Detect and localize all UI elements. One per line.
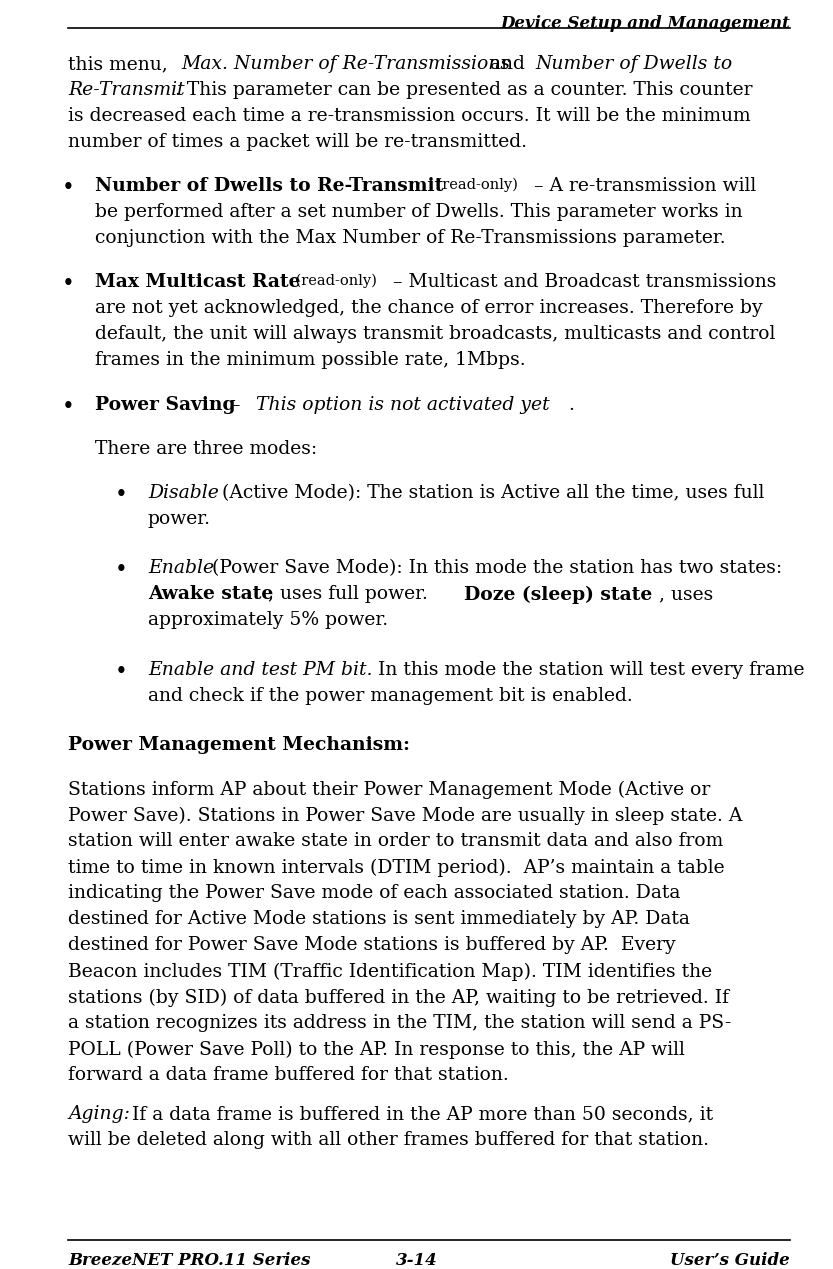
Text: There are three modes:: There are three modes:: [95, 440, 317, 458]
Text: be performed after a set number of Dwells. This parameter works in: be performed after a set number of Dwell…: [95, 203, 743, 221]
Text: BreezeNET PRO.11 Series: BreezeNET PRO.11 Series: [68, 1253, 311, 1269]
Text: number of times a packet will be re-transmitted.: number of times a packet will be re-tran…: [68, 133, 527, 151]
Text: 3-14: 3-14: [396, 1253, 437, 1269]
Text: frames in the minimum possible rate, 1Mbps.: frames in the minimum possible rate, 1Mb…: [95, 352, 526, 369]
Text: are not yet acknowledged, the chance of error increases. Therefore by: are not yet acknowledged, the chance of …: [95, 299, 763, 317]
Text: Enable and test PM bit.: Enable and test PM bit.: [148, 661, 372, 679]
Text: Max Multicast Rate: Max Multicast Rate: [95, 273, 301, 292]
Text: power.: power.: [148, 510, 211, 528]
Text: Doze (sleep) state: Doze (sleep) state: [463, 585, 651, 604]
Text: and: and: [484, 55, 531, 74]
Text: Max. Number of Re-Transmissions: Max. Number of Re-Transmissions: [182, 55, 511, 74]
Text: In this mode the station will test every frame: In this mode the station will test every…: [372, 661, 805, 679]
Text: •: •: [115, 661, 127, 683]
Text: – Multicast and Broadcast transmissions: – Multicast and Broadcast transmissions: [387, 273, 776, 292]
Text: Number of Dwells to: Number of Dwells to: [536, 55, 732, 74]
Text: Number of Dwells to Re-Transmit: Number of Dwells to Re-Transmit: [95, 178, 443, 195]
Text: default, the unit will always transmit broadcasts, multicasts and control: default, the unit will always transmit b…: [95, 325, 776, 344]
Text: destined for Power Save Mode stations is buffered by AP.  Every: destined for Power Save Mode stations is…: [68, 937, 676, 954]
Text: Power Management Mechanism:: Power Management Mechanism:: [68, 736, 410, 754]
Text: Power Saving: Power Saving: [95, 396, 236, 414]
Text: Beacon includes TIM (Traffic Identification Map). TIM identifies the: Beacon includes TIM (Traffic Identificat…: [68, 962, 712, 981]
Text: •: •: [115, 560, 127, 581]
Text: this menu,: this menu,: [68, 55, 174, 74]
Text: indicating the Power Save mode of each associated station. Data: indicating the Power Save mode of each a…: [68, 884, 681, 902]
Text: . This parameter can be presented as a counter. This counter: . This parameter can be presented as a c…: [175, 81, 753, 99]
Text: , uses full power.: , uses full power.: [267, 585, 433, 603]
Text: •: •: [62, 396, 75, 418]
Text: Power Save). Stations in Power Save Mode are usually in sleep state. A: Power Save). Stations in Power Save Mode…: [68, 806, 742, 825]
Text: Enable: Enable: [148, 560, 214, 577]
Text: time to time in known intervals (DTIM period).  AP’s maintain a table: time to time in known intervals (DTIM pe…: [68, 858, 725, 877]
Text: This option is not activated yet: This option is not activated yet: [257, 396, 550, 414]
Text: a station recognizes its address in the TIM, the station will send a PS-: a station recognizes its address in the …: [68, 1014, 731, 1033]
Text: Aging:: Aging:: [68, 1105, 130, 1123]
Text: (read-only): (read-only): [432, 178, 518, 192]
Text: will be deleted along with all other frames buffered for that station.: will be deleted along with all other fra…: [68, 1132, 709, 1150]
Text: (Active Mode): The station is Active all the time, uses full: (Active Mode): The station is Active all…: [217, 483, 765, 503]
Text: station will enter awake state in order to transmit data and also from: station will enter awake state in order …: [68, 832, 723, 850]
Text: is decreased each time a re-transmission occurs. It will be the minimum: is decreased each time a re-transmission…: [68, 107, 751, 126]
Text: stations (by SID) of data buffered in the AP, waiting to be retrieved. If: stations (by SID) of data buffered in th…: [68, 989, 729, 1006]
Text: Awake state: Awake state: [148, 585, 273, 603]
Text: conjunction with the Max Number of Re-Transmissions parameter.: conjunction with the Max Number of Re-Tr…: [95, 230, 726, 247]
Text: •: •: [62, 178, 75, 199]
Text: destined for Active Mode stations is sent immediately by AP. Data: destined for Active Mode stations is sen…: [68, 910, 690, 929]
Text: Disable: Disable: [148, 483, 219, 503]
Text: •: •: [115, 483, 127, 506]
Text: User’s Guide: User’s Guide: [671, 1253, 790, 1269]
Text: , uses: , uses: [659, 585, 714, 603]
Text: (Power Save Mode): In this mode the station has two states:: (Power Save Mode): In this mode the stat…: [207, 560, 783, 577]
Text: forward a data frame buffered for that station.: forward a data frame buffered for that s…: [68, 1066, 509, 1085]
Text: and check if the power management bit is enabled.: and check if the power management bit is…: [148, 687, 633, 704]
Text: Stations inform AP about their Power Management Mode (Active or: Stations inform AP about their Power Man…: [68, 780, 711, 798]
Text: Device Setup and Management: Device Setup and Management: [501, 15, 790, 32]
Text: POLL (Power Save Poll) to the AP. In response to this, the AP will: POLL (Power Save Poll) to the AP. In res…: [68, 1041, 685, 1058]
Text: –: –: [226, 396, 247, 414]
Text: If a data frame is buffered in the AP more than 50 seconds, it: If a data frame is buffered in the AP mo…: [127, 1105, 714, 1123]
Text: approximately 5% power.: approximately 5% power.: [148, 612, 388, 629]
Text: Re-Transmit: Re-Transmit: [68, 81, 185, 99]
Text: .: .: [568, 396, 574, 414]
Text: – A re-transmission will: – A re-transmission will: [528, 178, 756, 195]
Text: (read-only): (read-only): [291, 273, 377, 288]
Text: •: •: [62, 273, 75, 296]
